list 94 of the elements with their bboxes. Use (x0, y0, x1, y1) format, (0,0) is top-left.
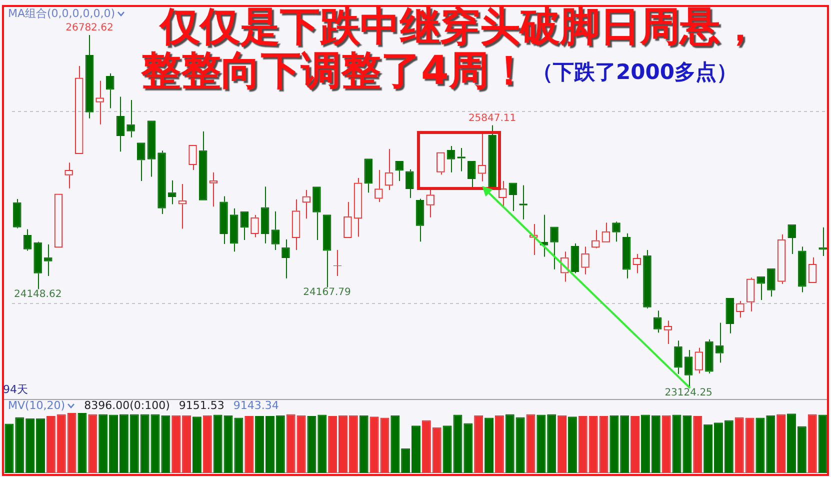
bar (359, 415, 368, 473)
bar (484, 418, 494, 473)
annotation: 94天 (3, 383, 28, 396)
bar (46, 416, 56, 473)
bar (474, 415, 484, 473)
bar (682, 415, 692, 473)
bar (808, 414, 817, 473)
candlestick (570, 242, 580, 274)
bar (412, 426, 420, 473)
bar (286, 414, 296, 473)
bar (651, 415, 660, 473)
bar (370, 416, 379, 473)
bar (776, 414, 786, 473)
candlestick (34, 242, 42, 290)
candlestick (116, 96, 125, 152)
text: 9143.34 (233, 399, 279, 412)
candlestick (126, 100, 135, 138)
bar (296, 415, 306, 473)
bar (172, 415, 181, 473)
bar (818, 414, 828, 473)
candlestick (406, 168, 414, 199)
candlestick (271, 210, 280, 251)
bar (516, 417, 525, 473)
bar (693, 416, 702, 473)
bar (558, 415, 567, 473)
bar (192, 416, 202, 473)
candlestick (798, 246, 806, 293)
annotation: 24167.79 (303, 286, 351, 298)
bar (599, 416, 608, 473)
bar (88, 414, 98, 473)
text: 9151.53 (178, 399, 224, 412)
chart-subtitle: 整整向下调整了4周！ (141, 48, 529, 94)
bar (672, 414, 682, 473)
annotation: 25847.11 (468, 112, 516, 124)
bar (766, 415, 776, 473)
annotation: 23124.25 (664, 388, 712, 399)
bar (505, 414, 514, 473)
bar (56, 414, 66, 473)
bar (578, 416, 588, 473)
candlestick (282, 238, 290, 279)
bar (662, 415, 671, 473)
annotation: 24148.62 (14, 288, 62, 300)
bar (338, 415, 348, 473)
candlestick (85, 34, 94, 119)
bar (745, 418, 754, 473)
bar (588, 416, 598, 473)
candlestick (416, 198, 424, 242)
bar (182, 415, 192, 473)
candlestick (684, 350, 693, 388)
text: MA组合(0,0,0,0,0,0) (8, 7, 116, 20)
bar (390, 415, 400, 473)
candlestick (674, 340, 682, 375)
bar (526, 414, 536, 473)
candlestick (715, 322, 724, 364)
bar (318, 414, 327, 473)
bar (422, 420, 431, 473)
bar (67, 413, 76, 473)
bar (620, 415, 630, 473)
candlestick (260, 186, 270, 244)
candlestick (220, 196, 228, 244)
text: 8396.00(0:100) (84, 399, 170, 412)
candlestick (622, 232, 631, 279)
bar (568, 416, 577, 473)
bar (536, 414, 546, 473)
bar (36, 418, 45, 473)
bar (380, 418, 390, 473)
chart-title: 仅仅是下跌中继穿头破脚日周悬， (160, 4, 760, 50)
bar (640, 414, 650, 473)
candlestick (158, 150, 166, 215)
annotation: （下跌了2000多点） (532, 60, 738, 84)
bar (348, 415, 358, 473)
bar (202, 415, 212, 473)
candlestick (446, 146, 456, 173)
bar (797, 426, 806, 473)
bar (610, 415, 619, 473)
candlestick (230, 208, 238, 252)
candlestick (612, 221, 620, 242)
bar (432, 427, 442, 473)
candlestick (643, 250, 652, 309)
bar (78, 413, 87, 473)
bar (734, 417, 744, 473)
candlestick (44, 244, 52, 276)
candlestick (168, 180, 176, 205)
bar (244, 416, 254, 473)
annotation: 26782.62 (66, 22, 114, 34)
bar (787, 414, 796, 473)
bar (547, 414, 556, 473)
candlestick (705, 338, 714, 374)
bar (756, 418, 765, 473)
bar (307, 416, 316, 473)
bar (494, 415, 504, 473)
bar (328, 416, 338, 473)
bar (630, 416, 640, 473)
text: MV(10,20) (8, 399, 66, 412)
